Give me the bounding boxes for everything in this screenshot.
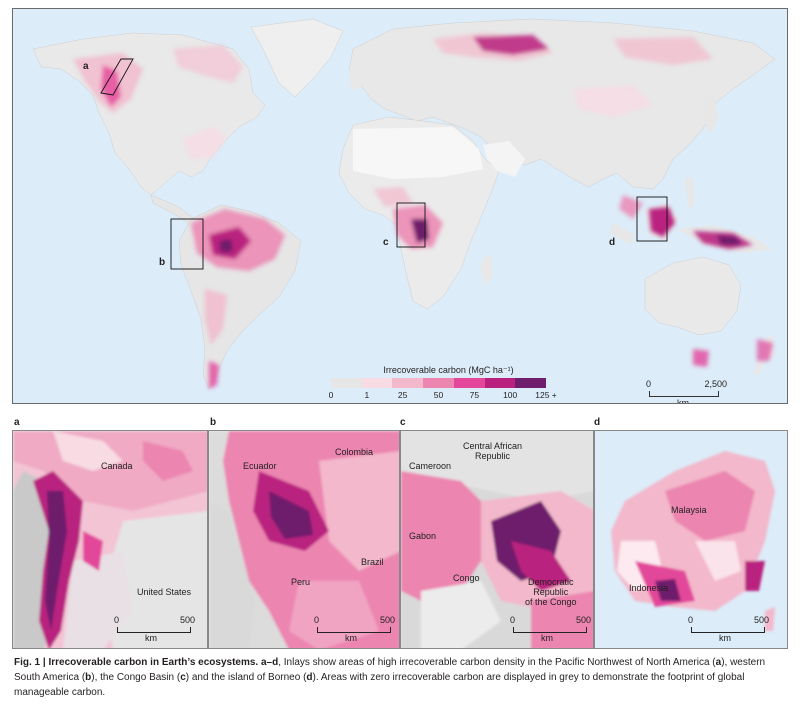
legend-swatch-4 — [453, 378, 485, 388]
legend-color-bar — [331, 378, 547, 388]
map-scale-bar: 0 2,500 km — [643, 375, 727, 404]
legend-tick-5: 100 — [503, 390, 518, 400]
inset-panel-a: Canada United States 0 500 km — [12, 430, 208, 649]
label-malaysia: Malaysia — [671, 505, 707, 515]
figure-caption: Fig. 1 | Irrecoverable carbon in Earth’s… — [14, 657, 766, 698]
legend-swatch-6 — [515, 378, 547, 388]
australia — [644, 256, 742, 336]
inset-box-d — [636, 196, 668, 242]
scale-end: 2,500 — [704, 379, 727, 389]
legend-swatch-3 — [423, 378, 454, 388]
label-indonesia: Indonesia — [629, 583, 669, 593]
label-cameroon: Cameroon — [409, 461, 452, 471]
inset-label-b: b — [159, 257, 166, 268]
label-gabon: Gabon — [409, 531, 437, 541]
label-colombia: Colombia — [335, 447, 374, 457]
inset-box-b — [170, 218, 204, 270]
legend: Irrecoverable carbon (MgC ha⁻¹) 0 1 25 50 75… — [328, 365, 557, 400]
label-ecuador: Ecuador — [243, 461, 277, 471]
scale-unit: km — [677, 398, 689, 404]
inset-label-d: d — [609, 237, 616, 248]
legend-tick-2: 25 — [397, 390, 408, 400]
panel-letter-a: a — [14, 417, 20, 428]
greenland — [250, 18, 344, 98]
panel-letter-d: d — [594, 417, 601, 428]
panel-c-scale-bar: 0 500 km — [510, 615, 591, 643]
panel-a-scale-bar: 0 500 km — [114, 615, 195, 643]
label-brazil: Brazil — [361, 557, 384, 567]
inset-panel-c: Central African Republic Cameroon Gabon … — [400, 430, 594, 649]
caption-label: Fig. 1 | Irrecoverable carbon in Earth’s… — [14, 657, 279, 668]
label-peru: Peru — [291, 577, 311, 587]
legend-tick-6: 125 + — [535, 390, 557, 400]
legend-tick-4: 75 — [469, 390, 480, 400]
label-united-states: United States — [137, 587, 192, 597]
world-map: a b c d Irrecoverable carbon (MgC ha⁻¹) … — [12, 8, 788, 404]
panel-b-scale-bar: 0 500 km — [314, 615, 395, 643]
panel-letter-c: c — [400, 417, 406, 428]
label-central-african-republic: Central African Republic — [463, 441, 523, 461]
legend-title: Irrecoverable carbon (MgC ha⁻¹) — [383, 365, 514, 375]
legend-tick-1: 1 — [364, 390, 370, 400]
label-drc: Democratic Republic of the Congo — [525, 577, 577, 607]
inset-box-c — [396, 202, 426, 248]
legend-tick-3: 50 — [433, 390, 444, 400]
world-map-graphic — [32, 18, 776, 390]
label-canada: Canada — [101, 461, 133, 471]
inset-panel-d: Malaysia Indonesia 0 500 km — [594, 430, 788, 649]
scale-start: 0 — [646, 379, 652, 389]
panel-letter-b: b — [210, 417, 217, 428]
label-congo: Congo — [453, 573, 480, 583]
legend-tick-0: 0 — [328, 390, 334, 400]
inset-panel-b: Ecuador Colombia Peru Brazil 0 500 km — [208, 430, 400, 649]
inset-box-a — [100, 58, 134, 96]
legend-swatch-1 — [361, 378, 393, 388]
panel-d-scale-bar: 0 500 km — [688, 615, 769, 643]
legend-swatch-0 — [331, 378, 362, 388]
inset-label-c: c — [383, 237, 389, 248]
legend-ticks: 0 1 25 50 75 100 125 + — [328, 388, 557, 400]
inset-label-a: a — [83, 61, 89, 72]
legend-swatch-2 — [392, 378, 424, 388]
legend-swatch-5 — [484, 378, 516, 388]
